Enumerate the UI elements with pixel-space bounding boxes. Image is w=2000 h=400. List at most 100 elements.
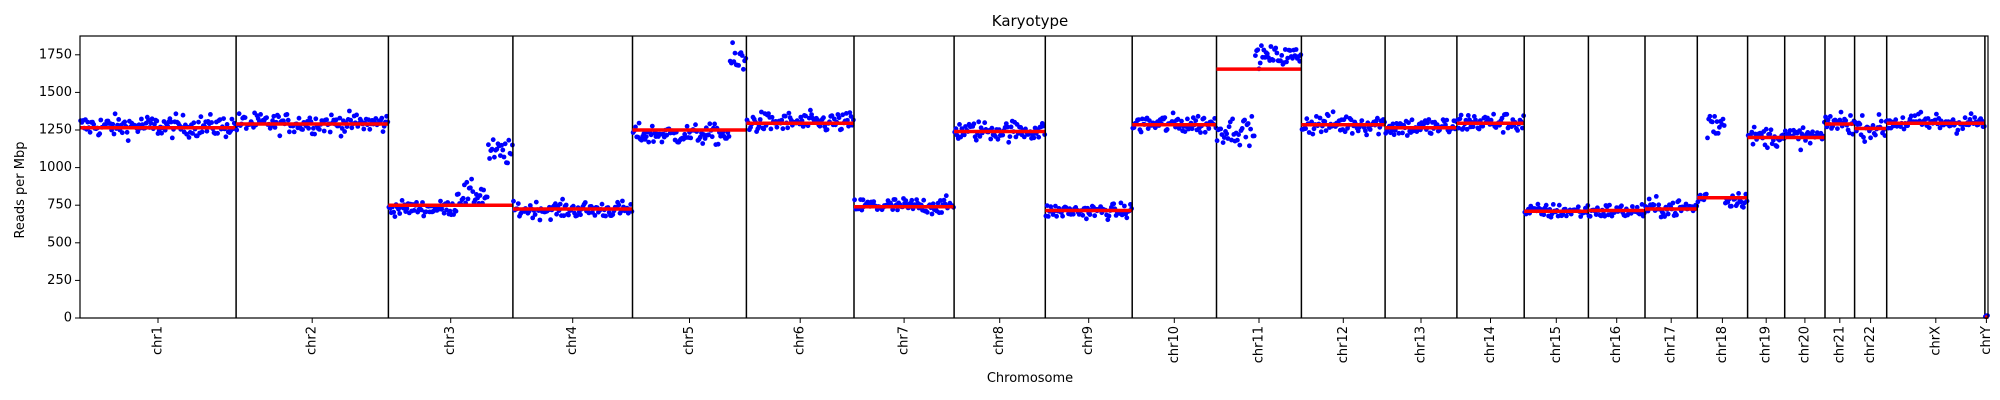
data-point <box>392 214 398 220</box>
data-point <box>186 135 192 140</box>
data-point <box>779 117 785 123</box>
data-point <box>423 209 429 215</box>
data-point <box>168 119 174 125</box>
data-point <box>198 114 204 120</box>
data-point <box>464 179 470 185</box>
data-point <box>236 111 242 117</box>
data-point <box>1053 203 1058 209</box>
data-point <box>1619 203 1624 209</box>
data-point <box>688 135 694 141</box>
data-point <box>1139 116 1145 122</box>
data-point <box>1221 135 1227 140</box>
data-point <box>566 212 571 218</box>
data-point <box>603 213 608 219</box>
data-point <box>659 139 665 145</box>
data-point <box>500 147 506 153</box>
data-point <box>938 198 943 203</box>
data-point <box>988 136 994 142</box>
data-point <box>712 121 717 127</box>
data-point <box>1005 124 1010 130</box>
data-point <box>116 117 122 122</box>
data-point <box>1364 132 1369 138</box>
data-point <box>1782 128 1788 134</box>
data-point <box>1152 125 1158 131</box>
data-point <box>1500 130 1506 135</box>
data-point <box>1630 204 1635 209</box>
data-point <box>1226 124 1232 130</box>
data-point <box>715 141 721 147</box>
data-point <box>1738 199 1744 205</box>
data-point <box>494 146 500 152</box>
data-point <box>1044 203 1050 209</box>
data-point <box>943 193 949 199</box>
data-point <box>224 122 230 127</box>
data-point <box>1409 117 1415 123</box>
data-point <box>563 202 569 208</box>
data-point <box>1765 145 1770 151</box>
data-point <box>1797 128 1802 134</box>
data-point <box>1876 112 1882 117</box>
data-point <box>649 123 655 129</box>
data-point <box>574 213 580 218</box>
data-point <box>957 122 962 127</box>
data-point <box>152 122 157 127</box>
data-point <box>769 114 775 120</box>
data-point <box>766 111 771 116</box>
data-point <box>1662 214 1667 219</box>
data-point <box>871 199 877 205</box>
y-tick-label: 750 <box>47 198 72 213</box>
data-point <box>706 132 711 138</box>
data-point <box>1273 45 1279 51</box>
data-point <box>646 139 652 145</box>
data-point <box>1242 117 1247 123</box>
data-point <box>208 112 213 117</box>
data-point <box>242 115 248 120</box>
data-point <box>1908 113 1914 119</box>
data-point <box>1048 204 1054 210</box>
data-point <box>1900 115 1906 120</box>
data-point <box>1270 57 1276 63</box>
data-point <box>1000 132 1006 138</box>
data-point <box>533 199 539 205</box>
data-point <box>511 198 516 204</box>
data-point <box>1709 119 1715 125</box>
data-point <box>739 53 745 58</box>
data-point <box>199 129 205 135</box>
data-point <box>1118 200 1124 206</box>
data-point <box>1918 109 1924 115</box>
data-point <box>1653 194 1659 199</box>
data-point <box>140 122 145 127</box>
data-point <box>973 137 979 143</box>
data-point <box>498 153 503 159</box>
data-point <box>1543 202 1549 208</box>
data-point <box>824 127 830 132</box>
x-tick-label-chr22: chr22 <box>1863 326 1878 363</box>
data-point <box>487 156 492 161</box>
data-point <box>707 121 713 127</box>
data-point <box>1426 117 1432 122</box>
data-point <box>1349 131 1355 136</box>
data-point <box>404 206 410 211</box>
data-point <box>903 198 909 204</box>
data-point <box>1111 201 1117 207</box>
data-point <box>1136 117 1142 122</box>
data-point <box>173 111 179 117</box>
data-point <box>1798 147 1804 153</box>
data-point <box>337 115 343 121</box>
x-tick-label-chr1: chr1 <box>151 326 166 355</box>
data-point <box>995 136 1001 142</box>
data-point <box>1670 200 1676 206</box>
data-point <box>1282 47 1288 52</box>
data-point <box>1934 111 1939 117</box>
data-point <box>196 119 201 125</box>
data-point <box>98 117 104 123</box>
data-point <box>1862 139 1868 145</box>
data-point <box>582 200 588 205</box>
y-tick-label: 250 <box>47 273 72 288</box>
data-point <box>852 197 857 203</box>
data-point <box>1707 113 1713 119</box>
y-axis-title: Reads per Mbp <box>13 141 28 238</box>
data-point <box>1955 127 1961 133</box>
y-tick-label: 1000 <box>39 160 72 175</box>
data-point <box>929 211 935 217</box>
